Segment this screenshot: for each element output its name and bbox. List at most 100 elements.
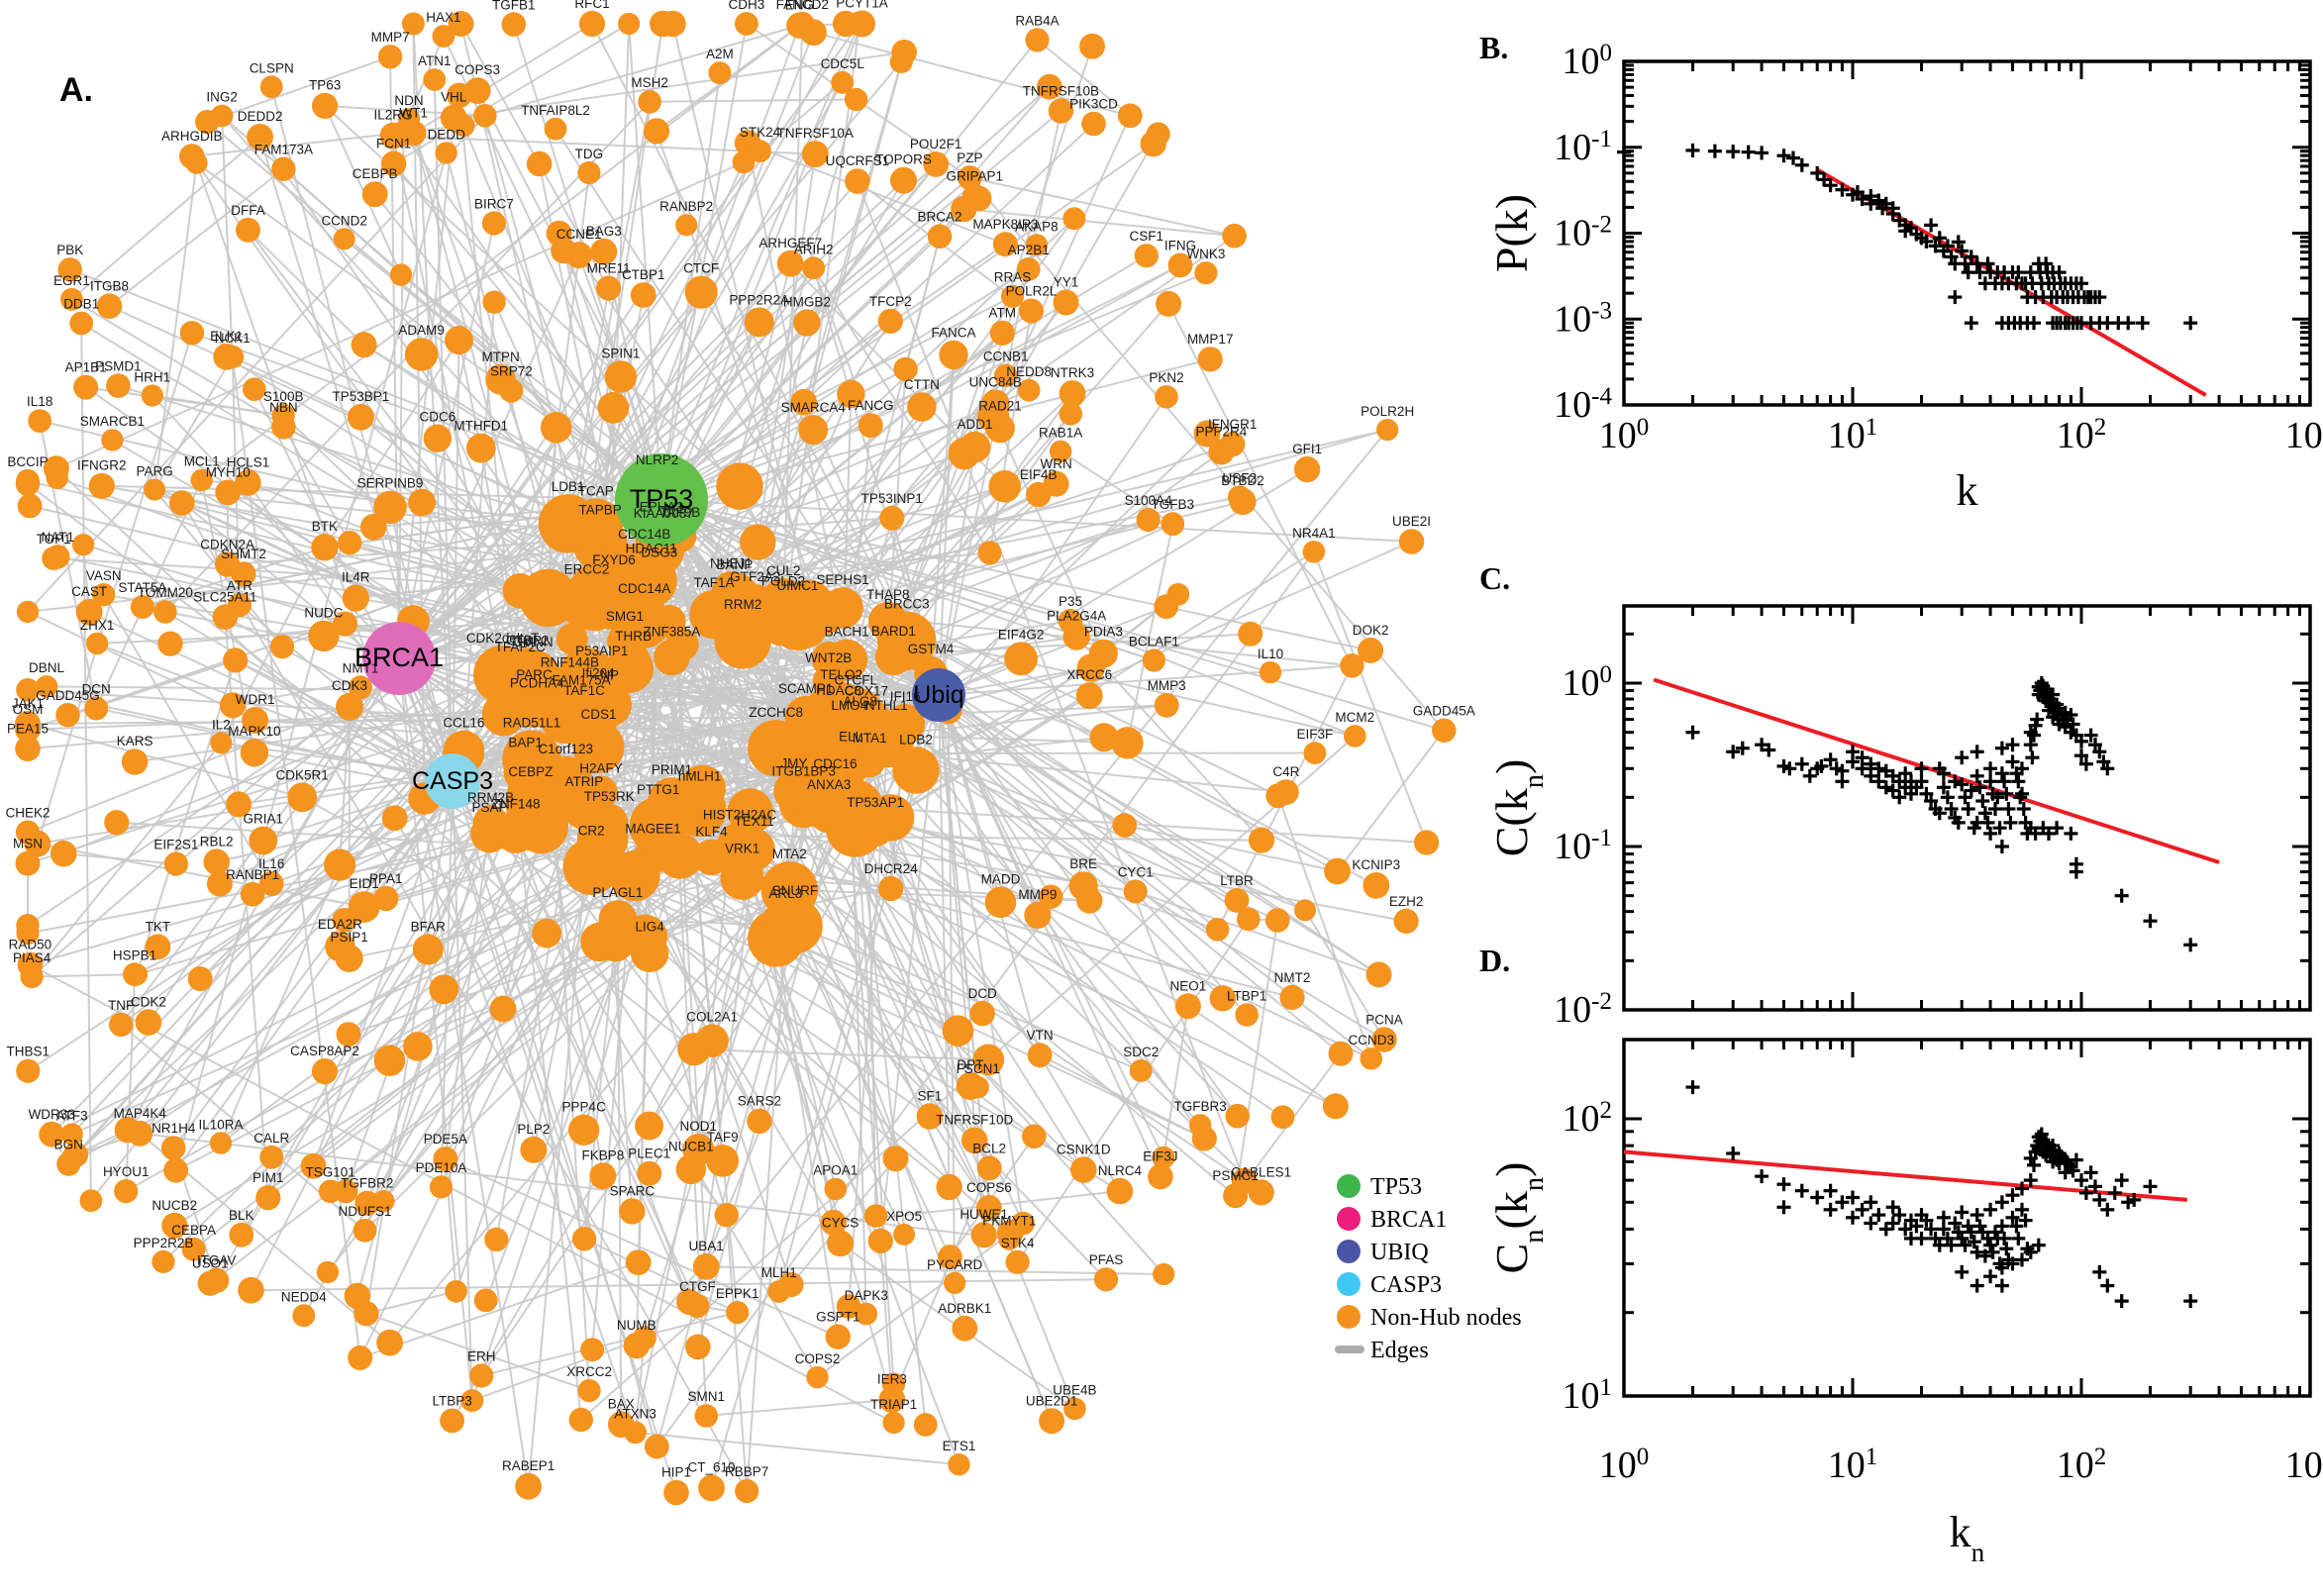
network-node — [114, 1179, 139, 1204]
network-node — [1193, 420, 1221, 448]
node-label: CEBPZ — [508, 764, 553, 779]
network-node — [916, 1103, 944, 1130]
network-node — [249, 826, 278, 855]
network-node — [1209, 985, 1237, 1012]
node-label: FXYD6 — [592, 552, 636, 567]
node-label: CDC5L — [821, 56, 865, 71]
node-label: ANXA3 — [807, 777, 851, 792]
network-node — [776, 249, 804, 277]
node-label: CABLES1 — [1231, 1164, 1291, 1179]
network-node — [494, 811, 538, 853]
node-label: SARS2 — [738, 1094, 781, 1109]
network-node — [408, 488, 436, 517]
node-label: RFC1 — [574, 0, 609, 11]
node-label: PKMYT1 — [982, 1214, 1036, 1229]
network-node — [1058, 608, 1083, 634]
edge — [635, 1431, 960, 1466]
edge — [470, 612, 739, 1401]
network-node — [820, 1209, 847, 1236]
node-label: UBE4B — [1053, 1383, 1096, 1398]
node-label: LMO4 — [831, 698, 867, 713]
node-label: NEO1 — [1170, 978, 1207, 993]
network-node — [15, 736, 41, 761]
network-node — [837, 379, 865, 409]
node-label: ITGAV — [197, 1253, 237, 1268]
network-node — [735, 1478, 759, 1504]
legend-label: UBIQ — [1370, 1240, 1429, 1265]
node-label: ALG8 — [843, 694, 877, 709]
network-node — [956, 1071, 985, 1100]
edge — [36, 333, 193, 845]
network-node — [447, 82, 472, 109]
network-node — [625, 1249, 652, 1275]
network-node — [1112, 813, 1138, 838]
legend-label: TP53 — [1370, 1174, 1422, 1200]
node-label: UNC84B — [969, 374, 1022, 389]
legend-swatch-tp53 — [1337, 1174, 1361, 1198]
network-node — [238, 1276, 264, 1304]
network-node — [153, 600, 177, 624]
network-node — [1324, 857, 1351, 885]
node-label: TGFB1 — [492, 0, 536, 12]
network-node — [1123, 879, 1148, 904]
edge — [324, 888, 790, 1073]
network-node — [1279, 984, 1305, 1011]
node-label: TCAP — [578, 484, 614, 499]
node-label: hMLH1 — [678, 768, 722, 783]
network-node — [760, 861, 819, 919]
node-label: EID1 — [350, 876, 379, 891]
panel-a-label: A. — [59, 71, 93, 109]
network-node — [878, 875, 904, 902]
network-node — [923, 151, 950, 177]
edge — [747, 142, 1006, 246]
edge — [864, 727, 960, 1032]
edge — [199, 780, 454, 980]
edge — [358, 595, 736, 1358]
node-label: CDH3 — [729, 0, 765, 12]
node-label: WRN — [1040, 456, 1071, 471]
network-node — [1365, 961, 1392, 988]
panel-d-label: D. — [1479, 943, 1511, 978]
network-node — [1027, 1043, 1053, 1068]
node-label: NLRC4 — [1098, 1163, 1143, 1178]
node-label: NTRK3 — [1051, 365, 1094, 380]
x-tick-label: 102 — [2057, 1444, 2107, 1487]
network-node — [1059, 380, 1086, 407]
network-node — [1270, 1105, 1295, 1130]
edge — [803, 320, 891, 403]
edge — [235, 659, 454, 782]
network-node — [73, 374, 99, 400]
network-node — [571, 1227, 597, 1251]
network-node — [648, 777, 696, 826]
network-node — [1136, 507, 1161, 533]
edge — [484, 24, 800, 117]
edge — [312, 780, 454, 1167]
node-label: FANCA — [931, 326, 975, 341]
network-node — [1167, 252, 1193, 278]
node-label: RABEP1 — [502, 1458, 555, 1473]
network-node — [1016, 257, 1041, 281]
node-label: ADD1 — [957, 417, 992, 432]
edge — [706, 1265, 1164, 1275]
node-label: NTHL1 — [865, 698, 908, 713]
node-label: MCL1 — [184, 454, 220, 469]
network-node — [1062, 207, 1086, 231]
node-label: EIF4G2 — [998, 628, 1045, 643]
node-label: EIF3F — [1297, 727, 1334, 742]
network-node — [1414, 830, 1440, 855]
network-node — [1075, 682, 1103, 710]
node-label: A2M — [706, 47, 734, 61]
network-node — [429, 974, 459, 1005]
node-label: HSPB1 — [113, 948, 156, 962]
network-node — [203, 1267, 230, 1294]
node-label: GSTM4 — [908, 642, 955, 656]
network-node — [15, 471, 41, 497]
data-points — [1685, 1080, 2198, 1309]
network-node — [373, 885, 399, 912]
network-node — [240, 882, 265, 907]
network-node — [1005, 1249, 1030, 1274]
node-label: TAF1C — [563, 683, 605, 698]
hub-nodes — [362, 453, 965, 809]
node-label: MMP7 — [371, 30, 410, 45]
